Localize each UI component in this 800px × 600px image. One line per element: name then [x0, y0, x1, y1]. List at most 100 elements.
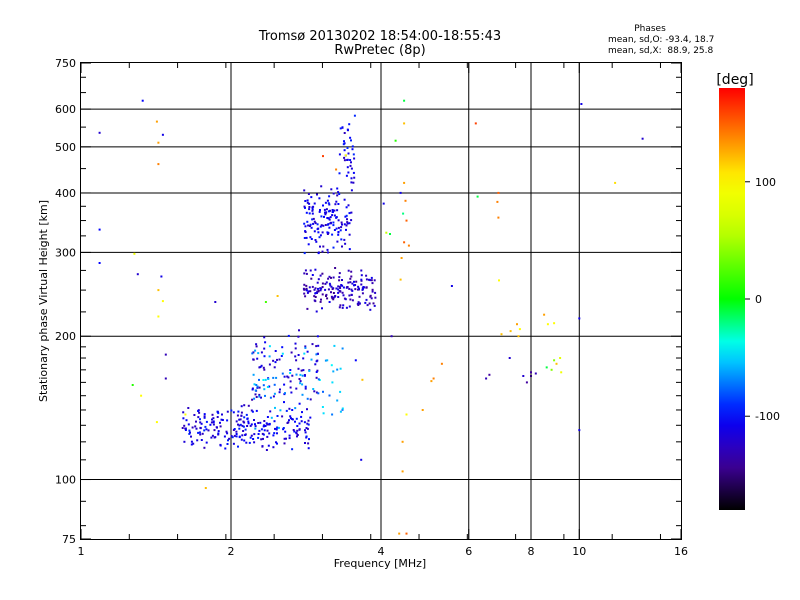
data-point [265, 449, 268, 451]
data-point [365, 286, 368, 289]
data-point [260, 364, 263, 367]
data-point [338, 153, 341, 156]
data-point [324, 201, 327, 204]
data-point [330, 188, 333, 191]
data-point [216, 426, 218, 429]
data-point [341, 306, 344, 309]
data-point [238, 424, 241, 427]
data-point [302, 369, 305, 372]
data-point [340, 221, 343, 224]
data-point [313, 295, 316, 298]
data-point [298, 402, 301, 405]
data-point [321, 286, 324, 288]
data-point [345, 206, 348, 209]
data-point [302, 357, 305, 360]
data-point [331, 381, 334, 384]
data-point [264, 341, 267, 344]
data-point [298, 428, 301, 431]
data-point [350, 189, 353, 192]
data-point [307, 423, 310, 426]
data-point [338, 279, 341, 282]
data-point [185, 419, 188, 422]
data-point [272, 446, 275, 449]
data-point [242, 425, 245, 428]
data-point [339, 304, 342, 307]
data-point [369, 279, 372, 282]
data-point [273, 366, 276, 369]
data-point [358, 302, 361, 305]
data-point [281, 346, 284, 349]
data-point [250, 409, 253, 412]
data-point [314, 239, 317, 241]
data-point [320, 185, 323, 188]
data-point [350, 219, 353, 222]
data-point [230, 409, 233, 412]
data-point [354, 359, 357, 362]
data-point [250, 423, 253, 426]
data-point [358, 295, 361, 298]
data-point [291, 409, 294, 411]
data-point [252, 373, 255, 376]
data-point [303, 421, 306, 424]
data-point [195, 420, 197, 423]
data-point [338, 306, 341, 309]
data-point [240, 414, 243, 417]
data-point [522, 375, 525, 377]
data-point [278, 391, 281, 394]
data-point [141, 99, 144, 102]
data-point [347, 281, 350, 284]
data-point [346, 222, 349, 225]
data-point [212, 420, 215, 423]
data-point [155, 120, 158, 123]
data-point [268, 422, 271, 425]
data-point [364, 301, 367, 304]
data-point [389, 233, 391, 235]
data-point [314, 268, 317, 271]
data-point [350, 211, 353, 214]
data-point [332, 276, 335, 279]
data-point [331, 209, 334, 211]
data-point [298, 378, 301, 380]
data-point [320, 298, 322, 301]
data-point [370, 276, 373, 279]
data-point [331, 214, 334, 217]
data-point [518, 328, 521, 331]
data-point [256, 386, 259, 389]
grid-lines [81, 63, 681, 539]
data-point [243, 439, 246, 442]
data-point [317, 231, 320, 234]
data-point [509, 330, 512, 333]
data-point [285, 409, 288, 412]
data-point [291, 374, 294, 377]
data-point [296, 429, 299, 432]
data-point [332, 224, 335, 227]
data-point [157, 141, 160, 144]
data-point [307, 243, 310, 246]
data-point [403, 99, 406, 102]
data-point [330, 295, 333, 298]
data-point [402, 212, 405, 215]
data-point [251, 388, 254, 391]
data-point [346, 159, 349, 161]
data-point [294, 347, 297, 350]
data-point [276, 295, 279, 297]
data-point [286, 375, 289, 378]
data-point [293, 430, 296, 433]
data-point [240, 405, 243, 408]
data-point [182, 417, 185, 420]
y-tick-label: 750 [55, 57, 76, 70]
data-point [497, 216, 500, 219]
data-point [315, 310, 318, 313]
data-point [351, 289, 354, 292]
data-point [316, 359, 319, 362]
data-point [266, 429, 269, 432]
data-point [323, 208, 326, 211]
data-point [313, 230, 316, 233]
data-point [310, 277, 313, 280]
data-point [313, 299, 316, 302]
data-point [297, 354, 300, 356]
data-point [365, 298, 368, 301]
data-point [272, 434, 275, 437]
data-point [219, 425, 222, 428]
data-point [230, 435, 233, 437]
